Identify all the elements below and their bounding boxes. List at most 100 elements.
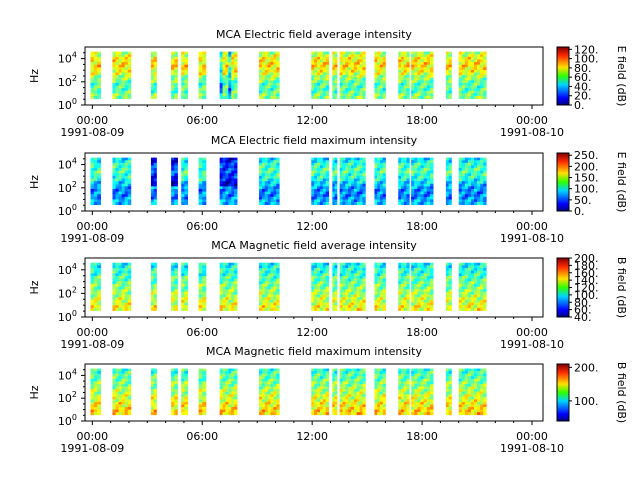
- spectrogram-cell: [356, 88, 360, 92]
- spectrogram-cell: [90, 64, 95, 68]
- spectrogram-cell: [181, 196, 185, 200]
- spectrogram-cell: [198, 275, 203, 280]
- spectrogram-cell: [181, 307, 185, 311]
- spectrogram-cell: [445, 75, 450, 79]
- spectrogram-cell: [401, 188, 405, 192]
- spectrogram-cell: [184, 75, 188, 79]
- spectrogram-cell: [228, 396, 232, 400]
- spectrogram-cell: [171, 305, 175, 309]
- spectrogram-cell: [184, 286, 188, 290]
- spectrogram-cell: [348, 373, 352, 377]
- spectrogram-cell: [127, 165, 132, 169]
- spectrogram-cell: [311, 175, 315, 179]
- spectrogram-cell: [417, 51, 421, 55]
- spectrogram-cell: [219, 54, 223, 58]
- spectrogram-cell: [231, 383, 235, 387]
- spectrogram-cell: [181, 281, 185, 285]
- spectrogram-cell: [429, 305, 434, 309]
- spectrogram-cell: [270, 278, 274, 282]
- spectrogram-cell: [174, 305, 178, 309]
- spectrogram-cell: [342, 302, 346, 306]
- spectrogram-cell: [429, 56, 434, 60]
- spectrogram-cell: [379, 194, 384, 198]
- spectrogram-cell: [319, 396, 324, 400]
- spectrogram-cell: [121, 194, 126, 198]
- spectrogram-cell: [403, 62, 407, 66]
- spectrogram-cell: [426, 294, 431, 298]
- spectrogram-cell: [127, 82, 132, 86]
- spectrogram-cell: [377, 299, 381, 303]
- spectrogram-cell: [403, 67, 407, 71]
- spectrogram-cell: [477, 307, 481, 311]
- spectrogram-cell: [231, 59, 235, 63]
- spectrogram-cell: [483, 56, 487, 60]
- spectrogram-cell: [325, 88, 330, 92]
- spectrogram-cell: [322, 373, 327, 377]
- spectrogram-cell: [124, 286, 129, 290]
- spectrogram-cell: [118, 409, 123, 413]
- spectrogram-cell: [270, 170, 274, 174]
- spectrogram-cell: [118, 181, 123, 185]
- spectrogram-cell: [231, 196, 235, 200]
- spectrogram-cell: [121, 391, 126, 395]
- spectrogram-cell: [259, 90, 263, 94]
- spectrogram-cell: [121, 160, 126, 164]
- spectrogram-cell: [219, 175, 223, 179]
- spectrogram-cell: [225, 62, 229, 66]
- spectrogram-cell: [115, 394, 119, 398]
- spectrogram-cell: [198, 162, 203, 166]
- spectrogram-cell: [259, 305, 263, 309]
- spectrogram-cell: [379, 168, 384, 172]
- spectrogram-cell: [222, 399, 226, 403]
- spectrogram-cell: [379, 305, 384, 309]
- spectrogram-cell: [322, 72, 327, 76]
- spectrogram-cell: [174, 278, 178, 282]
- y-tick-label: 100: [58, 203, 77, 218]
- spectrogram-cell: [411, 88, 415, 92]
- spectrogram-cell: [112, 194, 116, 198]
- spectrogram-cell: [362, 72, 366, 76]
- spectrogram-cell: [342, 386, 346, 390]
- spectrogram-cell: [118, 399, 123, 403]
- spectrogram-cell: [121, 175, 126, 179]
- spectrogram-cell: [377, 82, 381, 86]
- spectrogram-cell: [124, 381, 129, 385]
- spectrogram-cell: [121, 265, 126, 269]
- spectrogram-cell: [171, 299, 175, 303]
- spectrogram-cell: [264, 93, 269, 97]
- spectrogram-cell: [414, 181, 418, 185]
- spectrogram-cell: [356, 188, 360, 192]
- spectrogram-cell: [348, 181, 352, 185]
- spectrogram-cell: [261, 181, 266, 185]
- spectrogram-cell: [234, 72, 238, 76]
- spectrogram-cell: [332, 394, 336, 398]
- spectrogram-cell: [112, 80, 116, 84]
- spectrogram-cell: [345, 297, 349, 301]
- spectrogram-cell: [276, 175, 280, 179]
- spectrogram-cell: [112, 407, 116, 410]
- spectrogram-cell: [219, 307, 223, 311]
- spectrogram-cell: [406, 178, 410, 182]
- spectrogram-cell: [414, 262, 418, 266]
- spectrogram-cell: [477, 273, 481, 277]
- spectrogram-cell: [362, 181, 366, 185]
- spectrogram-cell: [127, 75, 132, 79]
- spectrogram-cell: [398, 54, 402, 58]
- spectrogram-cell: [374, 160, 378, 164]
- spectrogram-cell: [398, 59, 402, 63]
- spectrogram-cell: [477, 294, 481, 298]
- spectrogram-cell: [314, 160, 318, 164]
- spectrogram-cell: [356, 371, 360, 375]
- spectrogram-cell: [270, 289, 274, 293]
- spectrogram-cell: [181, 383, 185, 387]
- spectrogram-cell: [426, 82, 431, 86]
- spectrogram-cell: [234, 196, 238, 200]
- spectrogram-cell: [429, 270, 434, 274]
- spectrogram-cell: [118, 265, 123, 269]
- spectrogram-cell: [464, 305, 469, 309]
- spectrogram-cell: [325, 297, 330, 301]
- spectrogram-cell: [411, 270, 415, 274]
- spectrogram-cell: [480, 64, 484, 68]
- spectrogram-cell: [398, 88, 402, 92]
- spectrogram-cell: [414, 278, 418, 282]
